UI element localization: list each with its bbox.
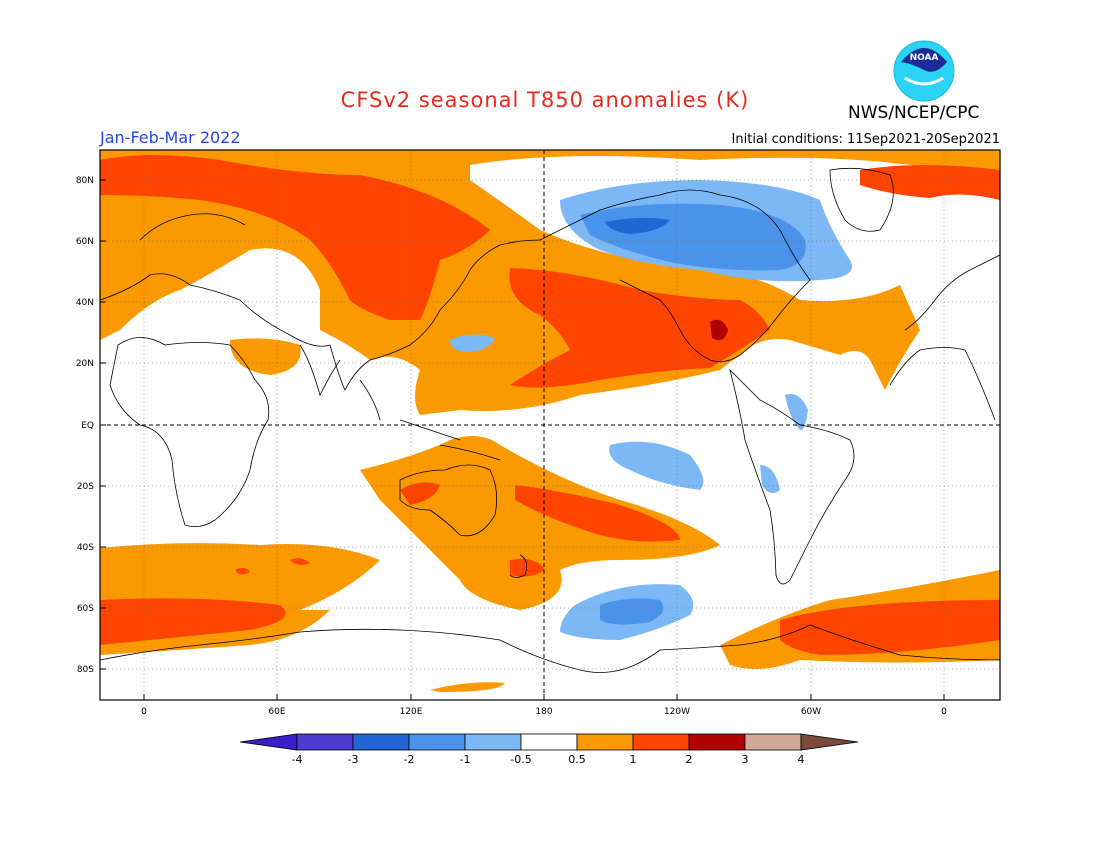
anomaly-fields <box>100 150 1000 700</box>
axis-ticks <box>100 179 945 700</box>
scandinavia-coastline <box>139 213 246 241</box>
colorbar-label: 1 <box>630 753 637 766</box>
north-america-coastline <box>539 189 811 363</box>
map-title: CFSv2 seasonal T850 anomalies (K) <box>340 88 750 112</box>
period-label: Jan-Feb-Mar 2022 <box>100 128 241 147</box>
colorbar-swatch <box>744 733 802 751</box>
greenland-coastline <box>829 167 894 232</box>
lat-label: 80S <box>77 665 94 675</box>
lon-label: 0 <box>941 707 947 717</box>
lat-label: 60S <box>77 604 94 614</box>
colorbar-swatch <box>576 733 634 751</box>
colorbar-right-arrow <box>800 733 859 751</box>
equator-dateline <box>100 150 1000 700</box>
colorbar-swatch <box>520 733 578 751</box>
colorbar-label: -4 <box>292 753 303 766</box>
colorbar-label: -1 <box>460 753 471 766</box>
lat-label: 40S <box>77 543 94 553</box>
colorbar-label: 2 <box>686 753 693 766</box>
west-africa-coastline <box>889 347 996 421</box>
colorbar-swatch <box>632 733 690 751</box>
coastlines <box>100 167 1000 673</box>
australia-coastline <box>399 464 498 537</box>
colorbar-left-arrow <box>239 733 298 751</box>
agency-label: NWS/NCEP/CPC <box>848 103 980 123</box>
noaa-logo-text: NOAA <box>910 53 939 63</box>
lon-label: 180 <box>535 707 552 717</box>
colorbar-label: 3 <box>742 753 749 766</box>
eurasia-coastline <box>100 239 541 391</box>
lat-label: 80N <box>76 176 94 186</box>
colorbar-label: -0.5 <box>510 753 531 766</box>
lon-label: 60E <box>268 707 285 717</box>
europe-west-coastline <box>904 254 1000 331</box>
lat-label: 20S <box>77 482 94 492</box>
new-zealand-coastline <box>509 554 528 578</box>
colorbar-label: 4 <box>798 753 805 766</box>
lat-label: EQ <box>81 421 94 431</box>
colorbar-swatch <box>688 733 746 751</box>
latitude-labels: 80N 60N 40N 20N EQ 20S 40S 60S 80S <box>76 176 94 675</box>
colorbar-swatch <box>408 733 466 751</box>
colorbar-label: -3 <box>348 753 359 766</box>
india-coastline <box>299 344 341 397</box>
lon-label: 0 <box>141 707 147 717</box>
noaa-logo: NOAA <box>893 40 955 102</box>
south-america-coastline <box>729 368 855 585</box>
colorbar-swatch <box>464 733 522 751</box>
colorbar-swatch <box>296 733 354 751</box>
very-strong-warm-anomaly-regions <box>710 319 728 341</box>
colorbar: -4 -3 -2 -1 -0.5 0.5 1 2 3 4 <box>239 733 859 766</box>
strong-warm-anomaly-regions <box>100 155 1000 655</box>
colorbar-label: -2 <box>404 753 415 766</box>
africa-coastline <box>109 337 270 528</box>
lat-label: 60N <box>76 237 94 247</box>
antarctica-coastline <box>100 624 1000 673</box>
colorbar-labels: -4 -3 -2 -1 -0.5 0.5 1 2 3 4 <box>292 753 805 766</box>
longitude-labels: 0 60E 120E 180 120W 60W 0 <box>141 707 947 717</box>
southeast-asia-coastline <box>359 379 501 461</box>
colorbar-label: 0.5 <box>568 753 586 766</box>
lat-label: 20N <box>76 359 94 369</box>
colorbar-swatch <box>352 733 410 751</box>
strong-cool-anomaly-regions <box>605 217 670 234</box>
lon-label: 120W <box>664 707 690 717</box>
lat-label: 40N <box>76 298 94 308</box>
initial-conditions-label: Initial conditions: 11Sep2021-20Sep2021 <box>731 132 1000 147</box>
lon-label: 120E <box>400 707 423 717</box>
lon-label: 60W <box>801 707 821 717</box>
